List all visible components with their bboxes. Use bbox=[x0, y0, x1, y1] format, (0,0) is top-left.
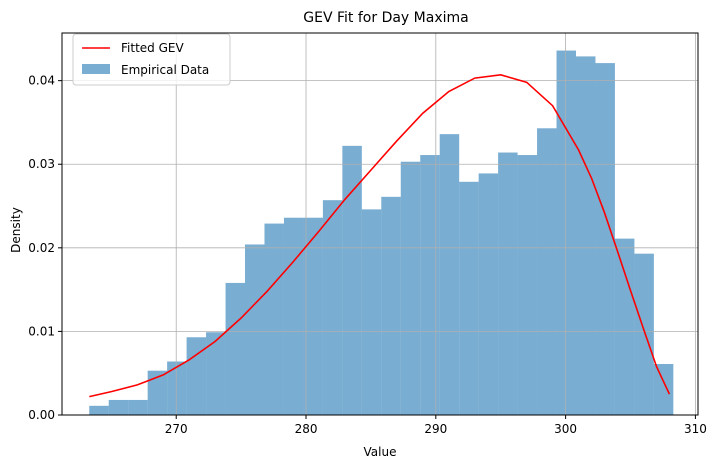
chart-title: GEV Fit for Day Maxima bbox=[303, 10, 468, 26]
y-ticks: 0.00 0.01 0.02 0.03 0.04 bbox=[28, 74, 62, 422]
fit-curve-layer bbox=[89, 73, 671, 398]
y-tick-label: 0.04 bbox=[28, 74, 55, 88]
histogram-bar bbox=[614, 238, 635, 415]
histogram-bars bbox=[89, 50, 674, 416]
histogram-bar bbox=[517, 155, 538, 416]
histogram-bar bbox=[420, 155, 440, 416]
histogram-bar bbox=[595, 63, 615, 415]
histogram-bar bbox=[303, 217, 323, 415]
x-tick-label: 310 bbox=[684, 422, 707, 436]
histogram-bar bbox=[342, 145, 362, 415]
plot-frame bbox=[61, 32, 699, 416]
histogram-bar bbox=[575, 56, 596, 415]
histogram-bar bbox=[322, 200, 343, 415]
legend-label-fit: Fitted GEV bbox=[121, 41, 184, 55]
x-tick-label: 300 bbox=[554, 422, 577, 436]
legend-box bbox=[72, 33, 231, 86]
histogram-bar bbox=[89, 405, 109, 415]
histogram-bar bbox=[245, 244, 265, 415]
histogram-bar bbox=[459, 181, 479, 415]
legend-swatch-empirical bbox=[82, 64, 110, 74]
histogram-bar bbox=[283, 217, 304, 415]
histogram-bar bbox=[361, 209, 382, 415]
histogram-bar bbox=[478, 173, 499, 415]
histogram-bar bbox=[400, 161, 421, 415]
x-tick-label: 280 bbox=[295, 422, 318, 436]
y-tick-label: 0.01 bbox=[28, 324, 55, 338]
legend: Fitted GEV Empirical Data bbox=[72, 33, 231, 86]
histogram-bar bbox=[206, 332, 226, 415]
legend-label-empirical: Empirical Data bbox=[121, 63, 209, 77]
histogram-bar bbox=[225, 282, 246, 415]
histogram-bar bbox=[128, 399, 148, 415]
x-axis-label: Value bbox=[364, 445, 397, 459]
histogram-bar bbox=[167, 361, 187, 415]
histogram-bar bbox=[381, 196, 401, 415]
histogram-bar bbox=[634, 253, 654, 415]
x-tick-label: 290 bbox=[424, 422, 447, 436]
histogram-bar bbox=[537, 128, 557, 416]
histogram-bar bbox=[108, 399, 129, 415]
histogram-bar bbox=[147, 370, 168, 415]
y-tick-label: 0.03 bbox=[28, 157, 55, 171]
x-ticks: 270 280 290 300 310 bbox=[165, 415, 707, 436]
y-tick-label: 0.00 bbox=[28, 408, 55, 422]
y-axis-label: Density bbox=[9, 207, 23, 253]
histogram-bar bbox=[264, 223, 284, 415]
histogram-bar bbox=[498, 152, 518, 415]
y-tick-label: 0.02 bbox=[28, 241, 55, 255]
histogram-bar bbox=[556, 50, 576, 415]
histogram-bar bbox=[439, 134, 460, 416]
x-tick-label: 270 bbox=[165, 422, 188, 436]
histogram-bar bbox=[653, 364, 674, 415]
fitted-gev-line bbox=[89, 73, 671, 398]
histogram-bar bbox=[186, 337, 207, 415]
axes bbox=[61, 32, 699, 416]
